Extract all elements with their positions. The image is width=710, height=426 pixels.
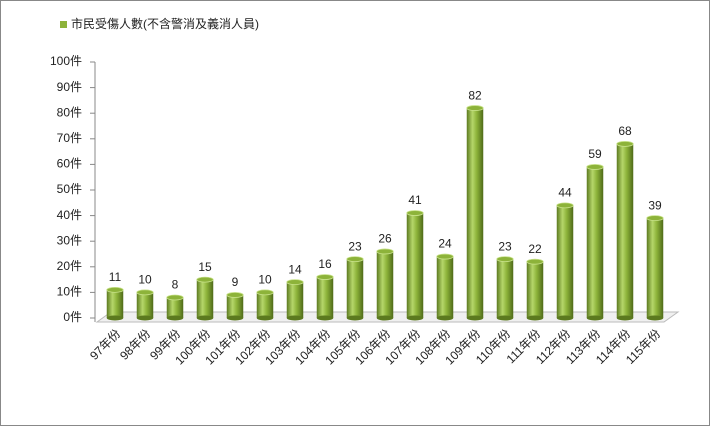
y-tick-label: 50件 [57,182,82,196]
y-tick-label: 90件 [57,80,82,94]
data-label: 59 [588,147,602,161]
bar-base [526,315,544,321]
bar-cap [376,248,394,255]
bar-base [616,315,634,321]
y-tick-label: 70件 [57,131,82,145]
data-label: 68 [618,124,632,138]
bar [376,251,394,318]
bar-base [586,315,604,321]
bar-cap [346,256,364,263]
bar-base [436,315,454,321]
y-tick-label: 100件 [50,54,82,68]
y-tick-label: 80件 [57,105,82,119]
bar [496,259,514,318]
bar-base [106,315,124,321]
bar [196,279,214,318]
bar-base [196,315,214,321]
bar-cap [256,289,274,296]
bar [586,166,604,318]
data-label: 44 [558,186,572,200]
bar-base [646,315,664,321]
data-label: 11 [109,270,122,284]
bar-cap [106,286,124,293]
y-tick-label: 20件 [57,259,82,273]
bar [286,282,304,318]
bar-base [256,315,274,321]
bar [346,259,364,318]
data-label: 23 [348,239,362,253]
data-label: 26 [378,232,392,246]
data-label: 41 [408,193,422,207]
bar-cap [646,215,664,222]
bar [646,218,664,318]
y-tick-label: 0件 [63,310,82,324]
data-label: 22 [528,242,542,256]
data-label: 14 [288,262,302,276]
bar-cap [226,292,244,298]
bar [316,277,334,318]
bar-base [406,315,424,321]
bar-cap [406,210,424,216]
bar-base [496,315,514,321]
bar [406,213,424,318]
bar-cap [286,279,304,286]
bar-base [136,315,154,321]
bar [436,256,454,318]
bar-cap [556,202,574,209]
data-label: 16 [318,257,332,271]
data-label: 82 [468,88,482,102]
bar-cap [496,256,514,263]
bar [166,297,184,318]
bar [556,205,574,318]
y-tick-label: 60件 [57,157,82,171]
data-label: 10 [138,273,152,287]
bar-cap [436,253,454,260]
bar-cap [196,276,214,283]
bar-base [556,315,574,321]
bar [256,292,274,318]
bar [526,261,544,318]
bar-cap [466,105,484,111]
bar-base [346,315,364,321]
y-tick-label: 10件 [57,285,82,299]
legend-swatch [60,21,67,28]
data-label: 15 [198,260,212,274]
bar [136,292,154,318]
bar-base [466,315,484,321]
data-label: 8 [172,278,179,292]
data-label: 23 [498,239,512,253]
bar-cap [166,294,184,301]
y-tick-label: 30件 [57,233,82,247]
bar [106,289,124,318]
bar-base [286,315,304,321]
bar [466,108,484,318]
bar-cap [586,164,604,170]
bar-cap [316,274,334,280]
bar-cap [526,258,544,265]
legend-label: 市民受傷人數(不含警消及義消人員) [71,16,259,31]
bar [616,143,634,318]
bar-base [316,315,334,321]
data-label: 10 [258,273,272,287]
bar-base [376,315,394,321]
y-tick-label: 40件 [57,208,82,222]
bar-base [166,315,184,321]
data-label: 9 [232,275,239,289]
bar-base [226,315,244,321]
bar-cap [136,289,154,296]
bar [226,294,244,318]
data-label: 39 [648,198,662,212]
bar-cap [616,141,634,147]
data-label: 24 [438,237,452,251]
